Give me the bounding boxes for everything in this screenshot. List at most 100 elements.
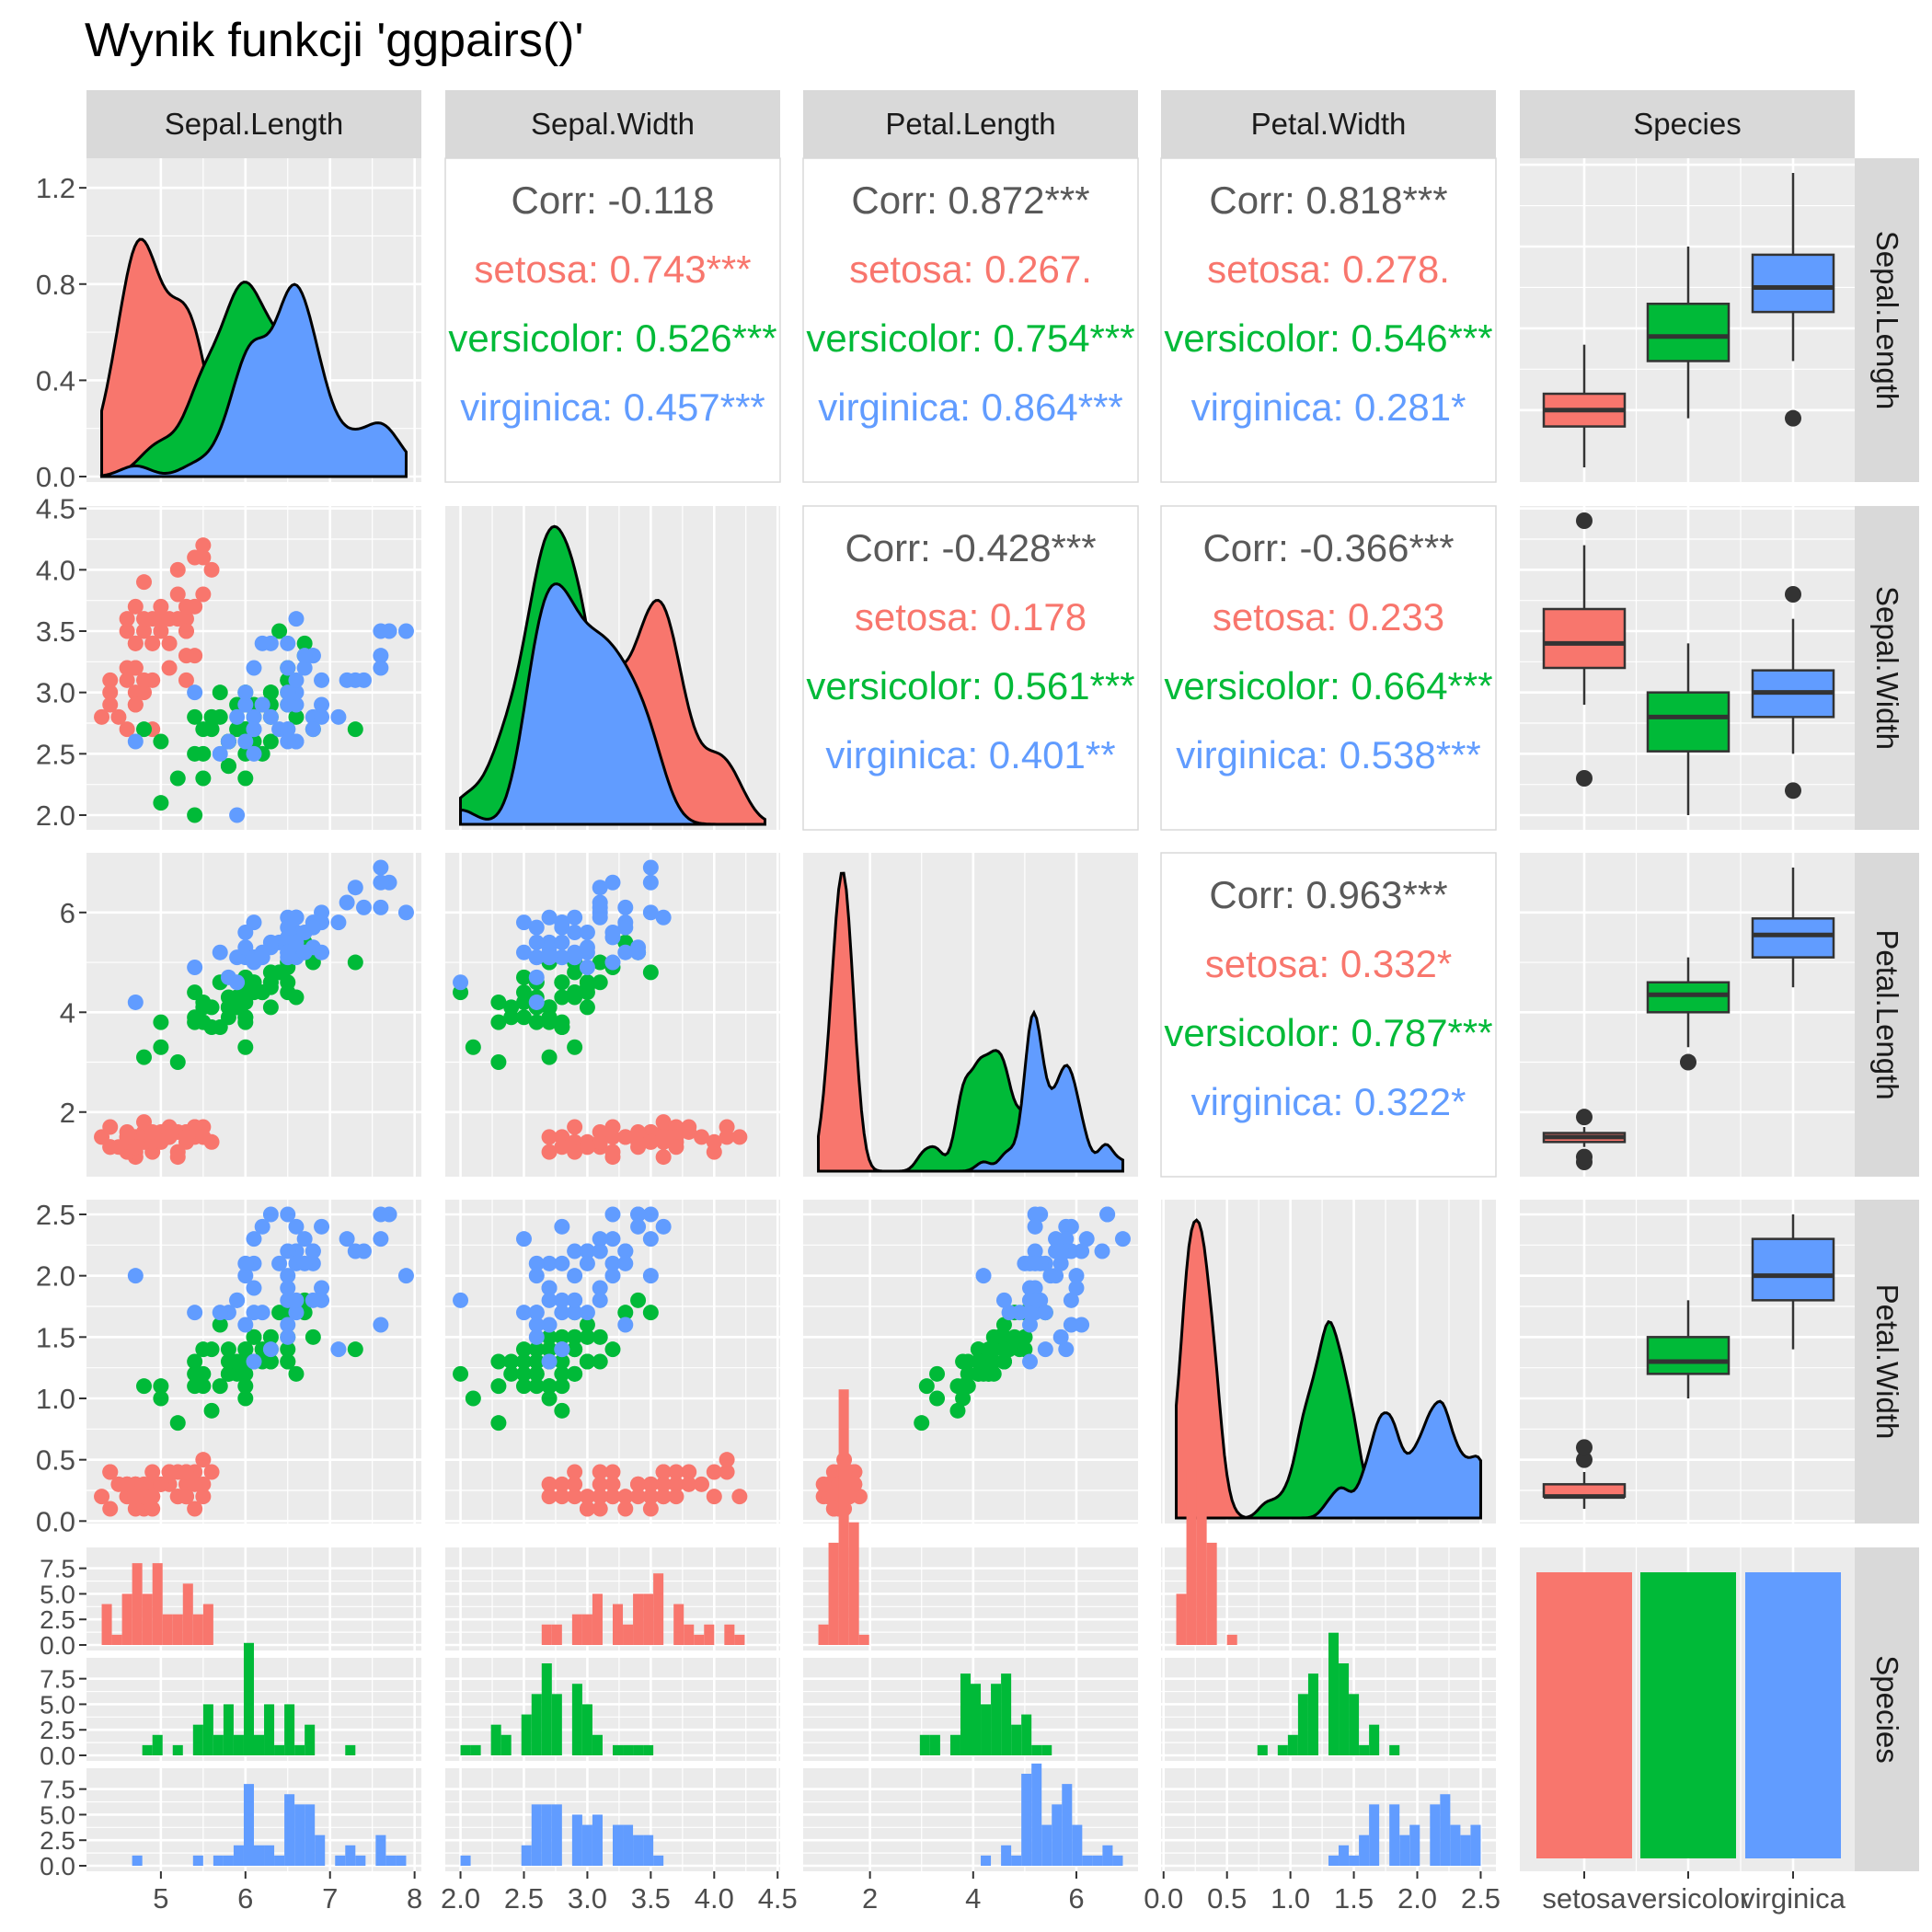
scatter-point-setosa [119,623,135,639]
scatter-point-setosa [655,1114,672,1131]
correlation-label-overall: Corr: 0.963*** [1209,873,1447,916]
strip-top-label-sepal-length: Sepal.Length [165,107,344,141]
scatter-point-setosa [706,1133,722,1150]
scatter-point-virginica [296,944,313,960]
y-tick-label: 0.0 [36,1505,75,1537]
x-tick-label: 3.0 [568,1882,607,1915]
histogram-bar-versicolor [551,1694,562,1755]
scatter-point-setosa [119,672,135,688]
scatter-point-virginica [642,859,659,876]
histogram-bar-versicolor [1277,1744,1288,1755]
histogram-bar-versicolor [1001,1673,1012,1755]
scatter-point-setosa [94,1489,110,1505]
x-tick-label: 3.5 [631,1882,671,1915]
scatter-point-virginica [246,721,262,738]
correlation-label-versicolor: versicolor: 0.546*** [1164,316,1492,360]
x-tick-label: 1.5 [1334,1882,1374,1915]
correlation-label-virginica: virginica: 0.281* [1191,385,1466,429]
scatter-point-versicolor [592,954,608,971]
scatter-point-setosa [195,1129,212,1145]
scatter-point-setosa [567,1144,583,1160]
scatter-point-versicolor [203,708,220,725]
scatter-point-setosa [119,611,135,627]
histogram-bar-setosa [142,1593,153,1645]
scatter-point-versicolor [579,1353,595,1370]
scatter-point-virginica [373,859,389,876]
scatter-point-setosa [195,549,212,566]
histogram-bar-virginica [1389,1804,1400,1866]
correlation-label-versicolor: versicolor: 0.754*** [806,316,1134,360]
histogram-bar-virginica [1460,1834,1471,1866]
histogram-bar-virginica [1021,1774,1032,1866]
scatter-point-virginica [1021,1305,1038,1321]
strip-top-label-sepal-width: Sepal.Width [531,107,695,141]
scatter-point-virginica [237,684,254,701]
scatter-point-setosa [187,1501,203,1517]
scatter-point-versicolor [579,999,595,1016]
scatter-point-virginica [288,1305,305,1321]
scatter-point-setosa [169,586,186,603]
scatter-point-setosa [127,660,144,676]
y-tick-label: 2.5 [40,1716,75,1744]
y-tick-label: 2.0 [36,1260,75,1293]
strip-right-label-petal-width: Petal.Width [1870,1284,1904,1440]
scatter-point-virginica [592,1292,608,1308]
boxplot-outlier-virginica [1785,586,1801,603]
scatter-point-setosa [668,1464,684,1480]
histogram-bar-setosa [172,1614,183,1645]
scatter-point-versicolor [203,721,220,738]
scatter-point-setosa [604,1489,621,1505]
histogram-bar-virginica [294,1804,305,1866]
scatter-point-versicolor [528,1341,545,1358]
scatter-point-versicolor [579,1328,595,1345]
histogram-bar-setosa [152,1563,163,1645]
scatter-point-setosa [153,598,169,615]
scatter-point-virginica [528,1317,545,1333]
scatter-point-setosa [144,1501,161,1517]
y-tick-label: 2.5 [36,1199,75,1231]
scatter-point-virginica [604,1206,621,1223]
scatter-point-virginica [280,944,296,960]
scatter-point-virginica [579,925,595,941]
histogram-bar-versicolor [643,1744,654,1755]
scatter-point-virginica [1114,1231,1131,1248]
scatter-point-versicolor [220,1365,236,1382]
species-bar-setosa [1536,1572,1632,1858]
histogram-bar-setosa [1186,1471,1197,1645]
histogram-bar-virginica [1062,1784,1073,1866]
x-tick-label: 4.5 [758,1882,798,1915]
boxplot-box-versicolor [1646,1336,1731,1375]
scatter-point-virginica [288,909,305,926]
correlation-label-setosa: setosa: 0.178 [855,595,1087,638]
scatter-point-versicolor [554,1365,570,1382]
scatter-point-setosa [541,1489,558,1505]
histogram-bar-versicolor [1307,1673,1318,1755]
scatter-point-virginica [655,1218,672,1235]
histogram-bar-setosa [1196,1471,1207,1645]
scatter-point-virginica [528,949,545,966]
scatter-point-setosa [630,1489,647,1505]
histogram-bar-virginica [643,1834,654,1866]
scatter-point-setosa [617,1129,634,1145]
scatter-point-virginica [1058,1218,1075,1235]
scatter-point-setosa [567,1119,583,1135]
scatter-point-setosa [604,1464,621,1480]
x-tick-label: 6 [1068,1882,1084,1915]
scatter-point-setosa [161,1464,178,1480]
scatter-point-virginica [617,1243,634,1259]
scatter-point-virginica [262,1341,279,1358]
scatter-point-versicolor [229,1353,246,1370]
histogram-bar-virginica [1102,1845,1113,1866]
scatter-point-virginica [642,874,659,891]
scatter-point-versicolor [169,1415,186,1432]
scatter-point-virginica [314,1218,330,1235]
scatter-point-setosa [668,1489,684,1505]
scatter-point-virginica [187,684,203,701]
scatter-point-virginica [296,648,313,664]
correlation-label-virginica: virginica: 0.401** [825,733,1115,776]
histogram-bar-virginica [284,1794,295,1866]
histogram-bar-setosa [633,1593,644,1645]
scatter-point-virginica [314,1280,330,1296]
x-tick-label: setosa [1542,1882,1627,1915]
histogram-bar-virginica [192,1855,203,1866]
